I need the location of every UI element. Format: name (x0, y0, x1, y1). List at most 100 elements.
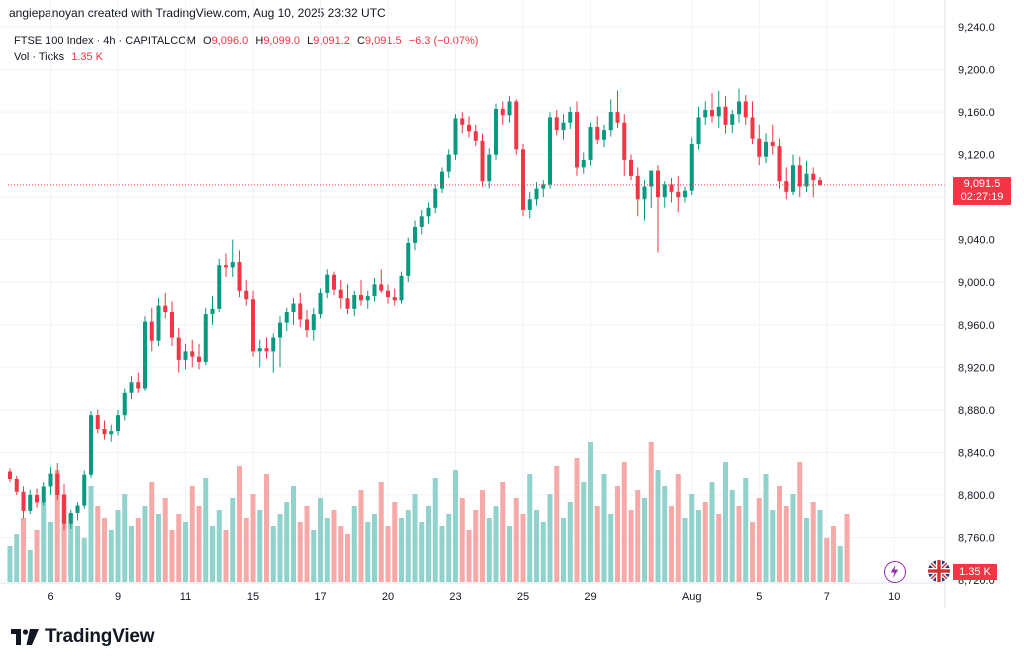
volume-bar (581, 482, 587, 582)
price-tick-label: 9,000.0 (958, 277, 995, 289)
volume-badge: 1.35 K (953, 564, 997, 580)
volume-bar (790, 494, 796, 582)
volume-bar (338, 526, 344, 582)
volume-bar (34, 530, 40, 582)
candle (392, 288, 397, 306)
candle (784, 167, 789, 200)
candle-body (183, 351, 188, 360)
candle (271, 333, 276, 373)
price-tick-label: 8,760.0 (958, 532, 995, 544)
candle (372, 277, 377, 302)
volume-bar (534, 510, 539, 582)
high-value: 9,099.0 (263, 35, 301, 47)
candle-body (791, 165, 795, 192)
candle-body (386, 290, 390, 298)
candle-body (669, 184, 674, 192)
candle (379, 269, 384, 293)
volume-bar (473, 510, 479, 582)
volume-bar (75, 526, 80, 582)
volume-bar (500, 482, 506, 582)
candle-body (635, 175, 640, 200)
candle-body (507, 101, 512, 116)
candle (399, 271, 404, 304)
volume-label[interactable]: Vol · Ticks (14, 51, 65, 63)
close-label: C (356, 35, 365, 47)
volume-bar (392, 502, 398, 582)
candle (588, 122, 593, 166)
candle-body (453, 118, 458, 155)
volume-bar (837, 546, 843, 582)
candles (8, 88, 822, 531)
candle-body (575, 112, 579, 168)
chart-legend: FTSE 100 Index · 4h · CAPITALCOM O9,096.… (14, 33, 478, 65)
candle (818, 176, 822, 186)
chart-caption: angiepanoyan created with TradingView.co… (9, 6, 386, 20)
candle (35, 488, 39, 508)
candle (683, 186, 687, 203)
candle-body (480, 140, 485, 182)
candle (224, 253, 228, 277)
candle (14, 475, 19, 495)
volume-bar (743, 478, 749, 582)
volume-bar (351, 506, 357, 582)
candle (710, 92, 714, 123)
candle (41, 482, 46, 506)
volume-bar (628, 510, 634, 582)
candle (116, 409, 120, 436)
candle-body (737, 101, 741, 115)
volume-bar (331, 510, 337, 582)
candle-body (68, 513, 73, 524)
volume-bar (183, 522, 188, 582)
candle (676, 175, 681, 213)
candle (284, 307, 289, 332)
lightning-icon[interactable] (884, 561, 906, 583)
candle-body (149, 321, 154, 341)
candle-body (122, 392, 127, 416)
candle-body (399, 275, 404, 301)
candle-body (156, 305, 161, 341)
candle-body (359, 294, 363, 301)
volume-bar (189, 486, 195, 582)
candle (649, 170, 654, 208)
candle-body (514, 101, 519, 150)
candle-body (642, 186, 647, 200)
candle (82, 470, 87, 509)
time-tick-label: 29 (584, 591, 596, 603)
candle (541, 180, 546, 198)
volume-bar (372, 514, 377, 582)
symbol-title[interactable]: FTSE 100 Index · 4h · CAPITALCOM (14, 35, 196, 47)
candle (386, 284, 390, 304)
volume-bar (88, 486, 94, 582)
candle-body (433, 188, 438, 208)
volume-bar (615, 486, 620, 582)
volume-bar (48, 522, 53, 582)
volume-bar (750, 522, 755, 582)
candle-body (406, 242, 411, 276)
tradingview-logo[interactable]: TradingView (11, 626, 155, 648)
candle (527, 191, 532, 219)
candle-body (41, 486, 46, 503)
candle (548, 112, 552, 189)
candle (575, 101, 579, 176)
candle-body (379, 284, 384, 291)
price-tick-label: 9,120.0 (958, 150, 995, 162)
low-value: 9,091.2 (313, 35, 350, 47)
candle (264, 337, 269, 359)
candle-body (662, 184, 667, 198)
volume-bar (567, 502, 573, 582)
candle-body (716, 106, 721, 117)
chart-grid (0, 0, 945, 583)
candle-body (311, 314, 316, 331)
volume-bar (419, 522, 425, 582)
volume-bar (257, 510, 263, 582)
candle (689, 137, 694, 196)
candle (156, 298, 161, 347)
candle-body (345, 298, 350, 309)
volume-bar (230, 498, 236, 582)
volume-bar (729, 490, 735, 582)
volume-bar (7, 546, 13, 582)
volume-bar (810, 502, 816, 582)
candle (75, 502, 80, 521)
candle-body (284, 312, 289, 323)
